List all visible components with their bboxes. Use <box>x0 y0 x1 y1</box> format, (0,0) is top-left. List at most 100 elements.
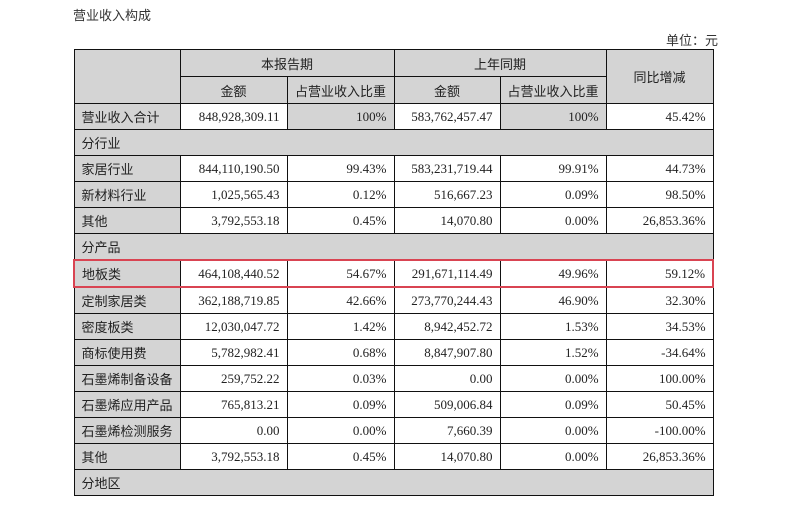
prev-share: 0.00% <box>499 443 607 470</box>
prev-amount: 273,770,244.43 <box>393 286 501 314</box>
table-row: 定制家居类 362,188,719.85 42.66% 273,770,244.… <box>73 286 714 314</box>
prev-amount: 8,847,907.80 <box>393 339 501 366</box>
cur-share: 99.43% <box>286 155 395 182</box>
prev-share: 0.00% <box>499 207 607 234</box>
yoy: 26,853.36% <box>605 207 714 234</box>
yoy: 50.45% <box>605 391 714 418</box>
total-row: 营业收入合计 848,928,309.11 100% 583,762,457.4… <box>73 103 714 130</box>
prev-amount: 516,667.23 <box>393 181 501 208</box>
cur-amount: 3,792,553.18 <box>179 443 288 470</box>
row-label: 地板类 <box>73 259 181 288</box>
prev-share: 100% <box>499 103 607 130</box>
prev-share: 99.91% <box>499 155 607 182</box>
cur-share: 0.45% <box>286 207 395 234</box>
header-prior-period: 上年同期 <box>393 49 607 77</box>
prev-amount: 14,070.80 <box>393 443 501 470</box>
cur-amount: 464,108,440.52 <box>179 259 288 288</box>
prev-amount: 7,660.39 <box>393 417 501 444</box>
cur-amount: 844,110,190.50 <box>179 155 288 182</box>
row-label: 石墨烯检测服务 <box>73 417 181 444</box>
prev-share: 0.00% <box>499 417 607 444</box>
cur-amount: 0.00 <box>179 417 288 444</box>
prev-share: 0.09% <box>499 391 607 418</box>
yoy: 34.53% <box>605 313 714 340</box>
table-row: 石墨烯应用产品 765,813.21 0.09% 509,006.84 0.09… <box>73 391 714 418</box>
yoy: 98.50% <box>605 181 714 208</box>
table-row: 商标使用费 5,782,982.41 0.68% 8,847,907.80 1.… <box>73 339 714 366</box>
cur-amount: 362,188,719.85 <box>179 286 288 314</box>
row-label: 石墨烯应用产品 <box>73 391 181 418</box>
yoy: -100.00% <box>605 417 714 444</box>
row-label: 石墨烯制备设备 <box>73 365 181 392</box>
unit-label: 单位：元 <box>666 33 719 48</box>
section-by-region: 分地区 <box>73 469 714 496</box>
header-cur-amount: 金额 <box>179 76 288 104</box>
yoy: 100.00% <box>605 365 714 392</box>
row-label: 其他 <box>73 207 181 234</box>
cur-amount: 848,928,309.11 <box>179 103 288 130</box>
header-prev-amount: 金额 <box>393 76 501 104</box>
yoy: 26,853.36% <box>605 443 714 470</box>
section-label: 分地区 <box>73 469 714 496</box>
yoy: 59.12% <box>605 259 715 288</box>
table-row: 新材料行业 1,025,565.43 0.12% 516,667.23 0.09… <box>73 181 714 208</box>
cur-share: 0.12% <box>286 181 395 208</box>
prev-amount: 583,231,719.44 <box>393 155 501 182</box>
cur-share: 42.66% <box>286 286 395 314</box>
row-label: 其他 <box>73 443 181 470</box>
prev-share: 1.52% <box>499 339 607 366</box>
section-by-industry: 分行业 <box>73 129 714 156</box>
prev-share: 0.00% <box>499 365 607 392</box>
cur-amount: 12,030,047.72 <box>179 313 288 340</box>
table-row: 密度板类 12,030,047.72 1.42% 8,942,452.72 1.… <box>73 313 714 340</box>
prev-share: 46.90% <box>499 286 607 314</box>
yoy: 32.30% <box>605 286 714 314</box>
prev-amount: 0.00 <box>393 365 501 392</box>
yoy: -34.64% <box>605 339 714 366</box>
prev-amount: 14,070.80 <box>393 207 501 234</box>
header-yoy: 同比增减 <box>605 49 714 104</box>
cur-share: 0.45% <box>286 443 395 470</box>
header-current-period: 本报告期 <box>179 49 395 77</box>
cur-share: 0.00% <box>286 417 395 444</box>
header-cur-share: 占营业收入比重 <box>286 76 395 104</box>
cur-amount: 5,782,982.41 <box>179 339 288 366</box>
prev-amount: 583,762,457.47 <box>393 103 501 130</box>
section-label: 分行业 <box>73 129 714 156</box>
cur-share: 1.42% <box>286 313 395 340</box>
prev-share: 49.96% <box>499 259 607 288</box>
prev-amount: 509,006.84 <box>393 391 501 418</box>
prev-share: 0.09% <box>499 181 607 208</box>
yoy: 45.42% <box>605 103 714 130</box>
row-label: 家居行业 <box>73 155 181 182</box>
header-prev-share: 占营业收入比重 <box>499 76 607 104</box>
prev-amount: 8,942,452.72 <box>393 313 501 340</box>
highlighted-row-flooring: 地板类 464,108,440.52 54.67% 291,671,114.49… <box>73 259 715 288</box>
prev-amount: 291,671,114.49 <box>393 259 501 288</box>
table-row: 石墨烯制备设备 259,752.22 0.03% 0.00 0.00% 100.… <box>73 365 714 392</box>
cur-amount: 3,792,553.18 <box>179 207 288 234</box>
cur-share: 0.68% <box>286 339 395 366</box>
row-label: 密度板类 <box>73 313 181 340</box>
table-row: 其他 3,792,553.18 0.45% 14,070.80 0.00% 26… <box>73 443 714 470</box>
header-corner <box>73 49 181 104</box>
table-row: 其他 3,792,553.18 0.45% 14,070.80 0.00% 26… <box>73 207 714 234</box>
cur-share: 100% <box>286 103 395 130</box>
section-label: 分产品 <box>73 233 714 261</box>
section-by-product: 分产品 <box>73 233 714 261</box>
yoy: 44.73% <box>605 155 714 182</box>
table-row: 家居行业 844,110,190.50 99.43% 583,231,719.4… <box>73 155 714 182</box>
row-label: 新材料行业 <box>73 181 181 208</box>
cur-amount: 259,752.22 <box>179 365 288 392</box>
table-row: 石墨烯检测服务 0.00 0.00% 7,660.39 0.00% -100.0… <box>73 417 714 444</box>
prev-share: 1.53% <box>499 313 607 340</box>
row-label: 商标使用费 <box>73 339 181 366</box>
section-title: 营业收入构成 <box>73 8 152 23</box>
revenue-composition-table: 本报告期 上年同期 同比增减 金额 占营业收入比重 金额 占营业收入比重 营业收… <box>73 49 715 496</box>
cur-share: 54.67% <box>286 259 395 288</box>
cur-amount: 765,813.21 <box>179 391 288 418</box>
cur-share: 0.03% <box>286 365 395 392</box>
row-label: 定制家居类 <box>73 286 181 314</box>
cur-share: 0.09% <box>286 391 395 418</box>
row-label: 营业收入合计 <box>73 103 181 130</box>
